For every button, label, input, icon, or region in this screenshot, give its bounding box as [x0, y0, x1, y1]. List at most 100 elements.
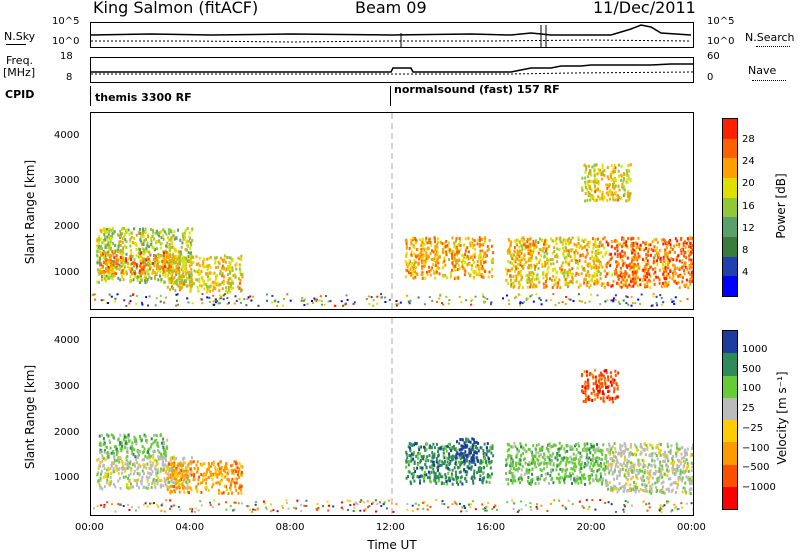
power-cell [431, 266, 434, 270]
velocity-cell [570, 460, 572, 464]
velocity-cell [186, 490, 189, 494]
power-cell [476, 260, 479, 263]
velocity-cell [193, 467, 196, 470]
power-noise [222, 294, 225, 297]
power-cell [114, 249, 117, 253]
power-cell [99, 237, 102, 241]
velocity-cell [549, 474, 552, 478]
freq-label: Freq. [6, 54, 34, 67]
power-cell [105, 279, 108, 283]
velocity-cell [96, 458, 99, 462]
velocity-cell [588, 475, 591, 479]
power-cell [121, 250, 124, 254]
power-noise [552, 293, 555, 296]
velocity-cell [116, 450, 118, 454]
power-cell [203, 287, 206, 291]
velocity-cell [435, 460, 438, 464]
power-cell [221, 281, 224, 284]
velocity-cell [97, 471, 99, 475]
velocity-cell [125, 456, 128, 460]
power-cell [529, 249, 532, 253]
power-cell [614, 247, 616, 250]
velocity-cell [464, 477, 467, 481]
power-cell [646, 259, 649, 263]
power-cell [212, 288, 215, 292]
power-cell [105, 263, 108, 267]
power-noise [91, 294, 94, 297]
power-cell [140, 242, 143, 246]
velocity-cell [167, 465, 170, 468]
velocity-cell [110, 479, 113, 483]
power-cell [239, 257, 242, 261]
power-cell [208, 264, 211, 268]
velocity-cell [629, 487, 631, 491]
power-cell [170, 278, 173, 282]
power-cell [175, 279, 178, 283]
power-cell [543, 242, 546, 246]
power-cell [165, 232, 168, 236]
power-cell [167, 251, 170, 255]
velocity-cell [602, 374, 605, 378]
velocity-cell [556, 451, 559, 455]
power-cell [676, 239, 679, 243]
power-cell [508, 250, 511, 254]
power-cell [668, 251, 671, 254]
power-cell [189, 241, 192, 245]
velocity-cell [481, 481, 484, 485]
power-noise [135, 302, 138, 305]
power-cell [613, 269, 616, 273]
power-cell [565, 271, 567, 275]
power-cell [469, 273, 471, 277]
power-cell [170, 273, 173, 277]
power-cell [589, 187, 592, 190]
power-cell [183, 282, 186, 286]
power-noise [656, 304, 659, 307]
velocity-cell [101, 454, 104, 458]
power-cell [101, 266, 104, 270]
velocity-cell [200, 464, 203, 468]
velocity-cell [121, 471, 124, 475]
velocity-cell [589, 371, 592, 375]
power-cell [189, 247, 192, 250]
power-cell [481, 237, 483, 241]
velocity-cell [546, 465, 548, 468]
power-cell [486, 245, 489, 248]
velocity-cell [142, 465, 145, 469]
power-cell [643, 248, 646, 252]
velocity-cell [583, 465, 586, 469]
velocity-cell [417, 456, 420, 460]
velocity-cell [486, 449, 489, 453]
velocity-cell [137, 449, 140, 453]
power-cell [203, 283, 206, 287]
power-cell [102, 260, 105, 264]
velocity-cell [406, 456, 409, 460]
power-cell [223, 266, 225, 270]
velocity-cell [473, 475, 476, 479]
velocity-cell [532, 455, 535, 458]
velocity-cell [560, 456, 563, 460]
velocity-cell [164, 456, 167, 460]
power-cell [483, 237, 486, 241]
power-cell [532, 239, 535, 243]
power-cell [599, 273, 602, 276]
power-cell [102, 240, 105, 244]
velocity-cell [410, 456, 413, 460]
velocity-cell [163, 477, 166, 481]
velocity-cell [145, 440, 148, 444]
velocity-cell [122, 467, 125, 471]
velocity-cell [113, 483, 115, 487]
power-cell [601, 193, 604, 197]
velocity-cell [483, 476, 486, 480]
velocity-cell [129, 446, 132, 450]
power-cell [106, 227, 108, 231]
velocity-cell [537, 481, 540, 485]
power-cell [531, 285, 534, 289]
velocity-cell [113, 461, 115, 465]
power-cell [426, 254, 429, 258]
velocity-cell [115, 447, 118, 451]
velocity-cell [162, 484, 165, 488]
velocity-cell [594, 375, 597, 379]
power-cell [163, 263, 166, 267]
power-cell [644, 270, 647, 273]
power-cell [667, 257, 670, 261]
